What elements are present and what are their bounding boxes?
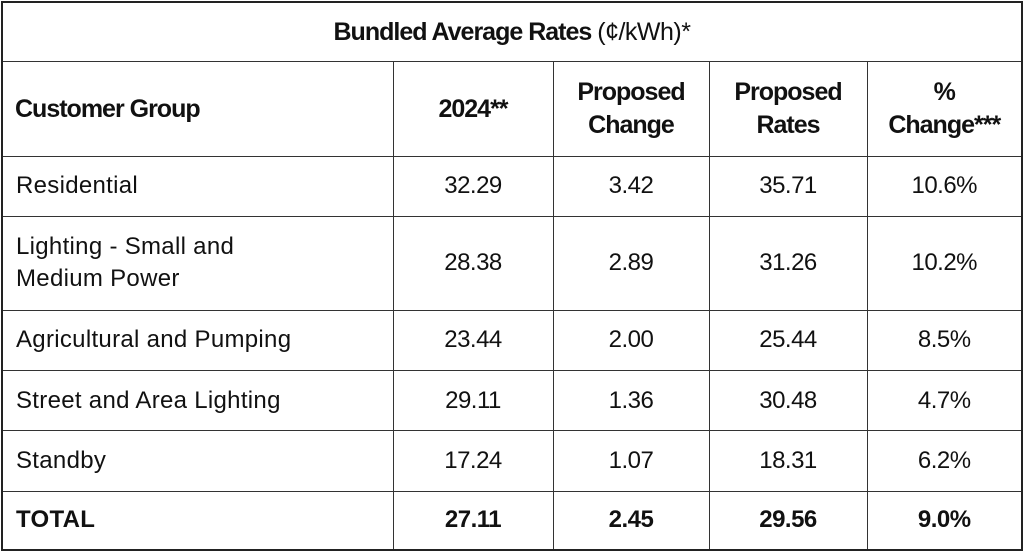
cell-percent-change: 10.2%	[866, 216, 1023, 311]
table-row: Street and Area Lighting 29.11 1.36 30.4…	[1, 369, 1023, 432]
total-proposed-rates: 29.56	[708, 490, 868, 551]
header-percent-change-line1: %	[933, 78, 956, 107]
row-label: Lighting - Small and Medium Power	[1, 216, 394, 311]
cell-percent-change: 8.5%	[866, 309, 1023, 371]
table-title-cell: Bundled Average Rates (¢/kWh)*	[1, 1, 1023, 63]
table-row: Residential 32.29 3.42 35.71 10.6%	[1, 155, 1023, 218]
header-proposed-rates-line1: Proposed	[734, 78, 842, 107]
cell-2024: 17.24	[392, 430, 554, 492]
header-row: Customer Group 2024** Proposed Change Pr…	[1, 61, 1023, 157]
cell-proposed-rates: 35.71	[708, 155, 868, 218]
total-label: TOTAL	[1, 490, 394, 551]
cell-proposed-change: 3.42	[552, 155, 710, 218]
cell-percent-change: 6.2%	[866, 430, 1023, 492]
cell-2024: 23.44	[392, 309, 554, 371]
header-proposed-change-line1: Proposed	[577, 78, 685, 107]
header-percent-change: % Change***	[866, 61, 1023, 157]
total-row: TOTAL 27.11 2.45 29.56 9.0%	[1, 490, 1023, 551]
cell-proposed-rates: 18.31	[708, 430, 868, 492]
cell-proposed-rates: 30.48	[708, 369, 868, 432]
row-label: Agricultural and Pumping	[1, 309, 394, 371]
table-title: Bundled Average Rates	[333, 17, 593, 46]
header-2024: 2024**	[392, 61, 554, 157]
cell-proposed-rates: 31.26	[708, 216, 868, 311]
total-proposed-change: 2.45	[552, 490, 710, 551]
total-percent-change: 9.0%	[866, 490, 1023, 551]
title-row: Bundled Average Rates (¢/kWh)*	[1, 1, 1023, 63]
row-label-line2: Medium Power	[16, 265, 180, 293]
table-row: Agricultural and Pumping 23.44 2.00 25.4…	[1, 309, 1023, 371]
cell-proposed-change: 2.89	[552, 216, 710, 311]
header-customer-group-label: Customer Group	[15, 94, 201, 123]
header-percent-change-line2: Change***	[888, 111, 1001, 140]
row-label: Residential	[1, 155, 394, 218]
cell-2024: 28.38	[392, 216, 554, 311]
cell-percent-change: 4.7%	[866, 369, 1023, 432]
table-row: Lighting - Small and Medium Power 28.38 …	[1, 216, 1023, 311]
header-customer-group: Customer Group	[1, 61, 394, 157]
table-title-unit: (¢/kWh)*	[597, 17, 691, 46]
cell-proposed-change: 1.36	[552, 369, 710, 432]
row-label: Standby	[1, 430, 394, 492]
cell-2024: 32.29	[392, 155, 554, 218]
cell-2024: 29.11	[392, 369, 554, 432]
row-label-line1: Lighting - Small and	[16, 233, 235, 261]
row-label: Street and Area Lighting	[1, 369, 394, 432]
header-proposed-rates-line2: Rates	[756, 111, 820, 140]
header-proposed-change: Proposed Change	[552, 61, 710, 157]
header-proposed-rates: Proposed Rates	[708, 61, 868, 157]
cell-percent-change: 10.6%	[866, 155, 1023, 218]
header-2024-label: 2024**	[438, 94, 508, 123]
header-proposed-change-line2: Change	[588, 111, 675, 140]
total-2024: 27.11	[392, 490, 554, 551]
cell-proposed-rates: 25.44	[708, 309, 868, 371]
cell-proposed-change: 2.00	[552, 309, 710, 371]
table-row: Standby 17.24 1.07 18.31 6.2%	[1, 430, 1023, 492]
cell-proposed-change: 1.07	[552, 430, 710, 492]
